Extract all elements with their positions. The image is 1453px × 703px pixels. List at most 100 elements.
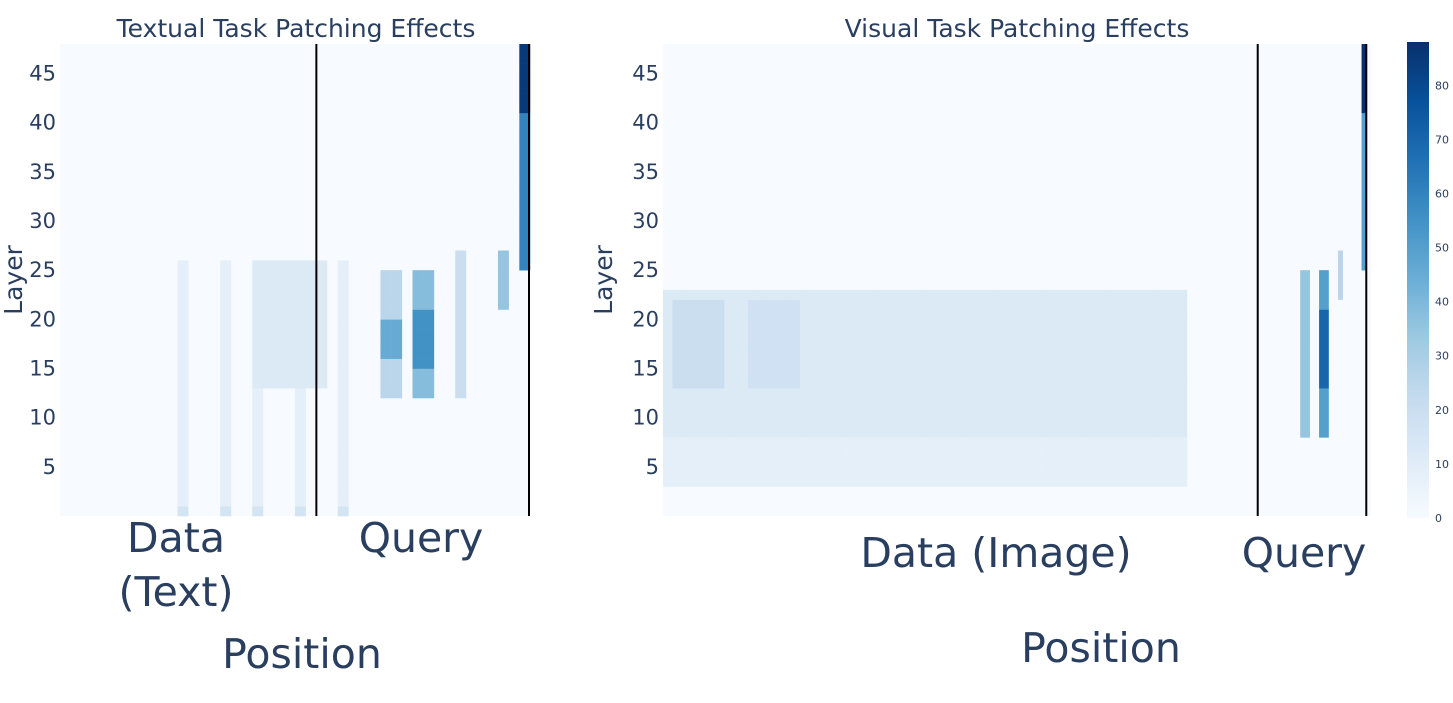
heatmap-cell bbox=[960, 289, 966, 300]
heatmap-cell bbox=[842, 309, 848, 320]
y-tick-label: 45 bbox=[29, 62, 56, 86]
heatmap-cell bbox=[889, 476, 895, 487]
heatmap-cell bbox=[913, 329, 919, 340]
heatmap-cell bbox=[1026, 466, 1032, 477]
heatmap-cell bbox=[1078, 378, 1084, 389]
heatmap-cell bbox=[766, 427, 772, 438]
heatmap-cell bbox=[696, 417, 702, 428]
heatmap-cell bbox=[884, 319, 890, 330]
heatmap-cell bbox=[391, 289, 403, 300]
heatmap-cell bbox=[1111, 388, 1117, 399]
heatmap-cell bbox=[875, 289, 881, 300]
heatmap-cell bbox=[922, 309, 928, 320]
heatmap-cell bbox=[705, 289, 711, 300]
heatmap-cell bbox=[1139, 378, 1145, 389]
heatmap-cell bbox=[941, 447, 947, 458]
heatmap-cell bbox=[979, 417, 985, 428]
heatmap-cell bbox=[804, 427, 810, 438]
heatmap-cell bbox=[1172, 289, 1178, 300]
heatmap-cell bbox=[818, 289, 824, 300]
heatmap-cell bbox=[1045, 368, 1051, 379]
heatmap-cell bbox=[1163, 466, 1169, 477]
heatmap-cell bbox=[1130, 447, 1136, 458]
heatmap-cell bbox=[1068, 457, 1074, 468]
heatmap-cell bbox=[1002, 457, 1008, 468]
heatmap-cell bbox=[738, 427, 744, 438]
heatmap-cell bbox=[1172, 358, 1178, 369]
heatmap-cell bbox=[663, 358, 669, 369]
heatmap-cell bbox=[1135, 319, 1141, 330]
heatmap-cell bbox=[917, 466, 923, 477]
heatmap-cell bbox=[1045, 417, 1051, 428]
heatmap-cell bbox=[1078, 476, 1084, 487]
heatmap-cell bbox=[998, 358, 1004, 369]
heatmap-cell bbox=[681, 368, 687, 379]
heatmap-cell bbox=[837, 299, 843, 310]
heatmap-cell bbox=[1300, 417, 1306, 428]
heatmap-cell bbox=[1002, 289, 1008, 300]
heatmap-cell bbox=[412, 289, 424, 300]
heatmap-cell bbox=[1182, 329, 1188, 340]
heatmap-cell bbox=[733, 457, 739, 468]
heatmap-cell bbox=[284, 348, 296, 359]
heatmap-cell bbox=[950, 368, 956, 379]
heatmap-cell bbox=[809, 299, 815, 310]
heatmap-cell bbox=[1035, 427, 1041, 438]
heatmap-cell bbox=[714, 309, 720, 320]
heatmap-cell bbox=[1045, 289, 1051, 300]
heatmap-cell bbox=[705, 299, 711, 310]
heatmap-cell bbox=[1106, 348, 1112, 359]
heatmap-cell bbox=[719, 476, 725, 487]
heatmap-cell bbox=[913, 457, 919, 468]
heatmap-cell bbox=[856, 368, 862, 379]
heatmap-cell bbox=[423, 329, 435, 340]
heatmap-cell bbox=[795, 289, 801, 300]
heatmap-cell bbox=[719, 319, 725, 330]
heatmap-cell bbox=[880, 378, 886, 389]
heatmap-cell bbox=[950, 457, 956, 468]
heatmap-cell bbox=[177, 289, 189, 300]
heatmap-cell bbox=[832, 417, 838, 428]
heatmap-cell bbox=[1101, 437, 1107, 448]
heatmap-cell bbox=[1120, 378, 1126, 389]
heatmap-cell bbox=[922, 417, 928, 428]
heatmap-cell bbox=[686, 348, 692, 359]
heatmap-cell bbox=[790, 457, 796, 468]
heatmap-cell bbox=[1144, 437, 1150, 448]
heatmap-cell bbox=[519, 132, 531, 143]
heatmap-cell bbox=[1106, 466, 1112, 477]
heatmap-cell bbox=[823, 447, 829, 458]
heatmap-cell bbox=[252, 319, 264, 330]
heatmap-cell bbox=[922, 398, 928, 409]
heatmap-cell bbox=[262, 358, 274, 369]
heatmap-cell bbox=[889, 289, 895, 300]
heatmap-cell bbox=[667, 358, 673, 369]
heatmap-cell bbox=[1323, 329, 1329, 340]
heatmap-cell bbox=[781, 329, 787, 340]
heatmap-cell bbox=[1106, 388, 1112, 399]
heatmap-cell bbox=[1300, 398, 1306, 409]
heatmap-cell bbox=[1153, 466, 1159, 477]
heatmap-cell bbox=[1068, 309, 1074, 320]
heatmap-cell bbox=[818, 427, 824, 438]
heatmap-cell bbox=[1106, 398, 1112, 409]
heatmap-cell bbox=[889, 457, 895, 468]
heatmap-cell bbox=[1078, 329, 1084, 340]
heatmap-cell bbox=[710, 289, 716, 300]
heatmap-cell bbox=[284, 329, 296, 340]
heatmap-cell bbox=[681, 309, 687, 320]
heatmap-cell bbox=[1125, 407, 1131, 418]
heatmap-cell bbox=[880, 417, 886, 428]
heatmap-cell bbox=[705, 417, 711, 428]
heatmap-cell bbox=[1040, 299, 1046, 310]
heatmap-cell bbox=[1172, 476, 1178, 487]
heatmap-cell bbox=[710, 437, 716, 448]
heatmap-cell bbox=[497, 260, 509, 271]
heatmap-cell bbox=[1168, 309, 1174, 320]
heatmap-cell bbox=[252, 407, 264, 418]
heatmap-cell bbox=[729, 466, 735, 477]
heatmap-cell bbox=[908, 466, 914, 477]
heatmap-cell bbox=[1097, 358, 1103, 369]
heatmap-cell bbox=[1035, 299, 1041, 310]
heatmap-cell bbox=[1116, 358, 1122, 369]
